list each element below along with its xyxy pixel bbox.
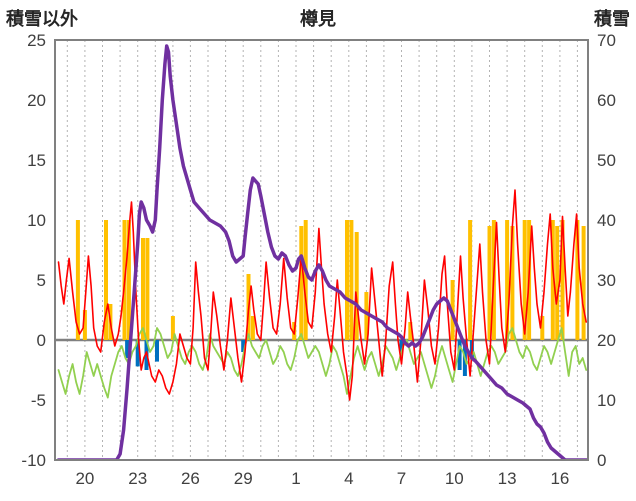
plot-border <box>54 39 589 461</box>
series-group <box>56 44 588 460</box>
svg-text:20: 20 <box>75 469 94 488</box>
svg-text:15: 15 <box>27 151 46 170</box>
right-axis-title: 積雪 <box>594 9 630 29</box>
chart-title: 樽見 <box>300 9 336 29</box>
left-axis-title: 積雪以外 <box>6 9 78 29</box>
svg-text:5: 5 <box>37 271 46 290</box>
svg-text:7: 7 <box>397 469 406 488</box>
x-axis-tick-labels: 20 23 26 29 1 4 7 10 13 16 <box>75 469 569 488</box>
left-axis-tick-labels: 25 20 15 10 5 0 -5 -10 <box>21 31 46 470</box>
svg-text:10: 10 <box>27 211 46 230</box>
svg-text:10: 10 <box>445 469 464 488</box>
svg-text:25: 25 <box>27 31 46 50</box>
series-precipitation-bars <box>75 220 586 340</box>
svg-text:0: 0 <box>597 451 606 470</box>
svg-text:0: 0 <box>37 331 46 350</box>
svg-text:30: 30 <box>597 271 616 290</box>
svg-text:70: 70 <box>597 31 616 50</box>
svg-text:20: 20 <box>27 91 46 110</box>
series-green-line <box>57 327 588 399</box>
svg-text:4: 4 <box>344 469 353 488</box>
svg-text:50: 50 <box>597 151 616 170</box>
svg-text:1: 1 <box>291 469 300 488</box>
svg-text:-5: -5 <box>31 391 46 410</box>
svg-text:-10: -10 <box>21 451 46 470</box>
svg-text:60: 60 <box>597 91 616 110</box>
svg-text:40: 40 <box>597 211 616 230</box>
series-snow-depth-line <box>56 44 588 460</box>
svg-text:23: 23 <box>128 469 147 488</box>
svg-text:20: 20 <box>597 331 616 350</box>
right-axis-tick-labels: 70 60 50 40 30 20 10 0 <box>597 31 616 470</box>
svg-text:26: 26 <box>181 469 200 488</box>
svg-text:13: 13 <box>498 469 517 488</box>
svg-text:10: 10 <box>597 391 616 410</box>
svg-text:29: 29 <box>234 469 253 488</box>
svg-text:16: 16 <box>550 469 569 488</box>
